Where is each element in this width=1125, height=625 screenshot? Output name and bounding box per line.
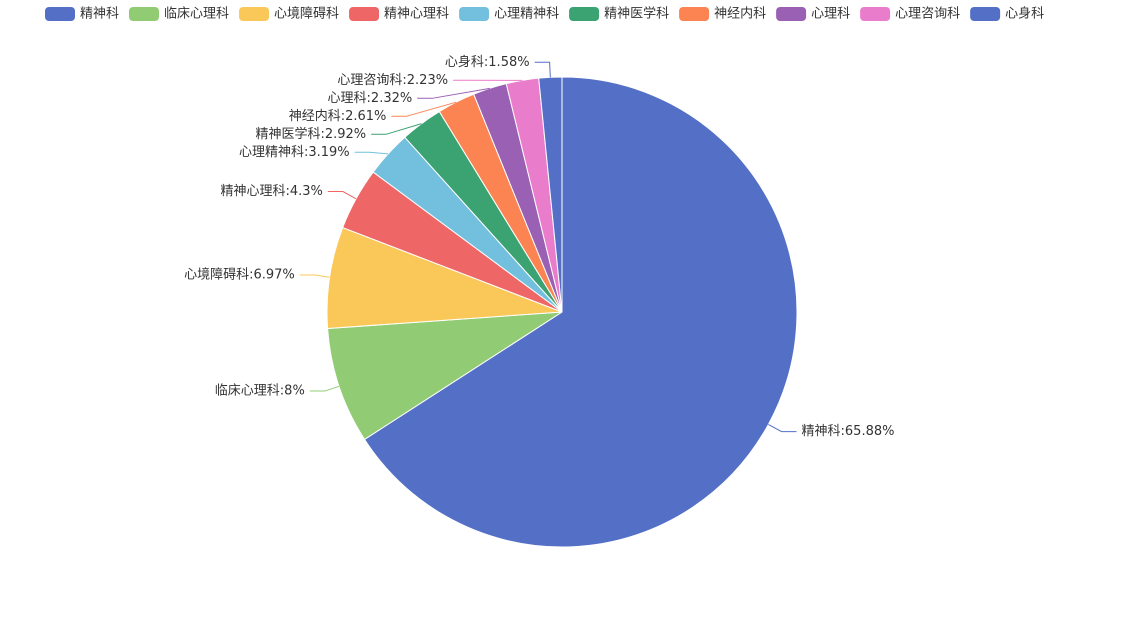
legend-icon[interactable] bbox=[569, 7, 600, 21]
label-line bbox=[299, 274, 330, 278]
label-line bbox=[768, 423, 797, 433]
label-line bbox=[354, 151, 389, 155]
pie-slice bbox=[327, 311, 563, 441]
legend-icon[interactable] bbox=[860, 7, 891, 21]
legend-label[interactable]: 精神医学科 bbox=[604, 6, 669, 22]
data-label: 心理科:2.32% bbox=[328, 91, 413, 106]
data-label: 精神心理科:4.3% bbox=[221, 184, 323, 199]
data-label: 神经内科:2.61% bbox=[289, 108, 387, 124]
data-label: 心理咨询科:2.23% bbox=[337, 73, 448, 88]
label-line bbox=[391, 101, 457, 117]
pie-slice bbox=[326, 226, 563, 330]
data-label: 精神医学科:2.92% bbox=[255, 126, 366, 142]
legend-label[interactable]: 精神心理科 bbox=[384, 7, 449, 22]
label-line bbox=[534, 61, 551, 78]
legend-icon[interactable] bbox=[679, 7, 710, 21]
pie-slice bbox=[538, 76, 563, 313]
legend-icon[interactable] bbox=[970, 7, 1001, 21]
legend-label[interactable]: 心理科 bbox=[811, 7, 850, 22]
legend-label[interactable]: 临床心理科 bbox=[164, 7, 229, 22]
label-line bbox=[417, 87, 490, 99]
legend-icon[interactable] bbox=[459, 7, 490, 21]
label-line bbox=[327, 191, 357, 200]
legend-icon[interactable] bbox=[349, 7, 380, 21]
legend-icon[interactable] bbox=[129, 7, 160, 21]
data-label: 精神科:65.88% bbox=[802, 424, 895, 439]
legend-icon[interactable] bbox=[239, 7, 270, 21]
legend-label[interactable]: 心理精神科 bbox=[494, 7, 559, 22]
data-label: 心身科:1.58% bbox=[445, 54, 530, 70]
data-label: 临床心理科:8% bbox=[215, 384, 305, 399]
legend-label[interactable]: 心理咨询科 bbox=[895, 7, 960, 22]
legend-label[interactable]: 心身科 bbox=[1005, 6, 1044, 22]
legend-label[interactable]: 心境障碍科 bbox=[274, 7, 339, 22]
legend-label[interactable]: 精神科 bbox=[80, 7, 119, 22]
data-label: 心境障碍科:6.97% bbox=[184, 267, 295, 282]
label-line bbox=[309, 385, 340, 392]
pie-slice bbox=[363, 76, 798, 548]
legend-icon[interactable] bbox=[776, 7, 807, 21]
legend-label[interactable]: 神经内科 bbox=[714, 6, 766, 22]
legend-icon[interactable] bbox=[45, 7, 75, 21]
label-line bbox=[371, 123, 422, 135]
data-label: 心理精神科:3.19% bbox=[239, 145, 350, 160]
